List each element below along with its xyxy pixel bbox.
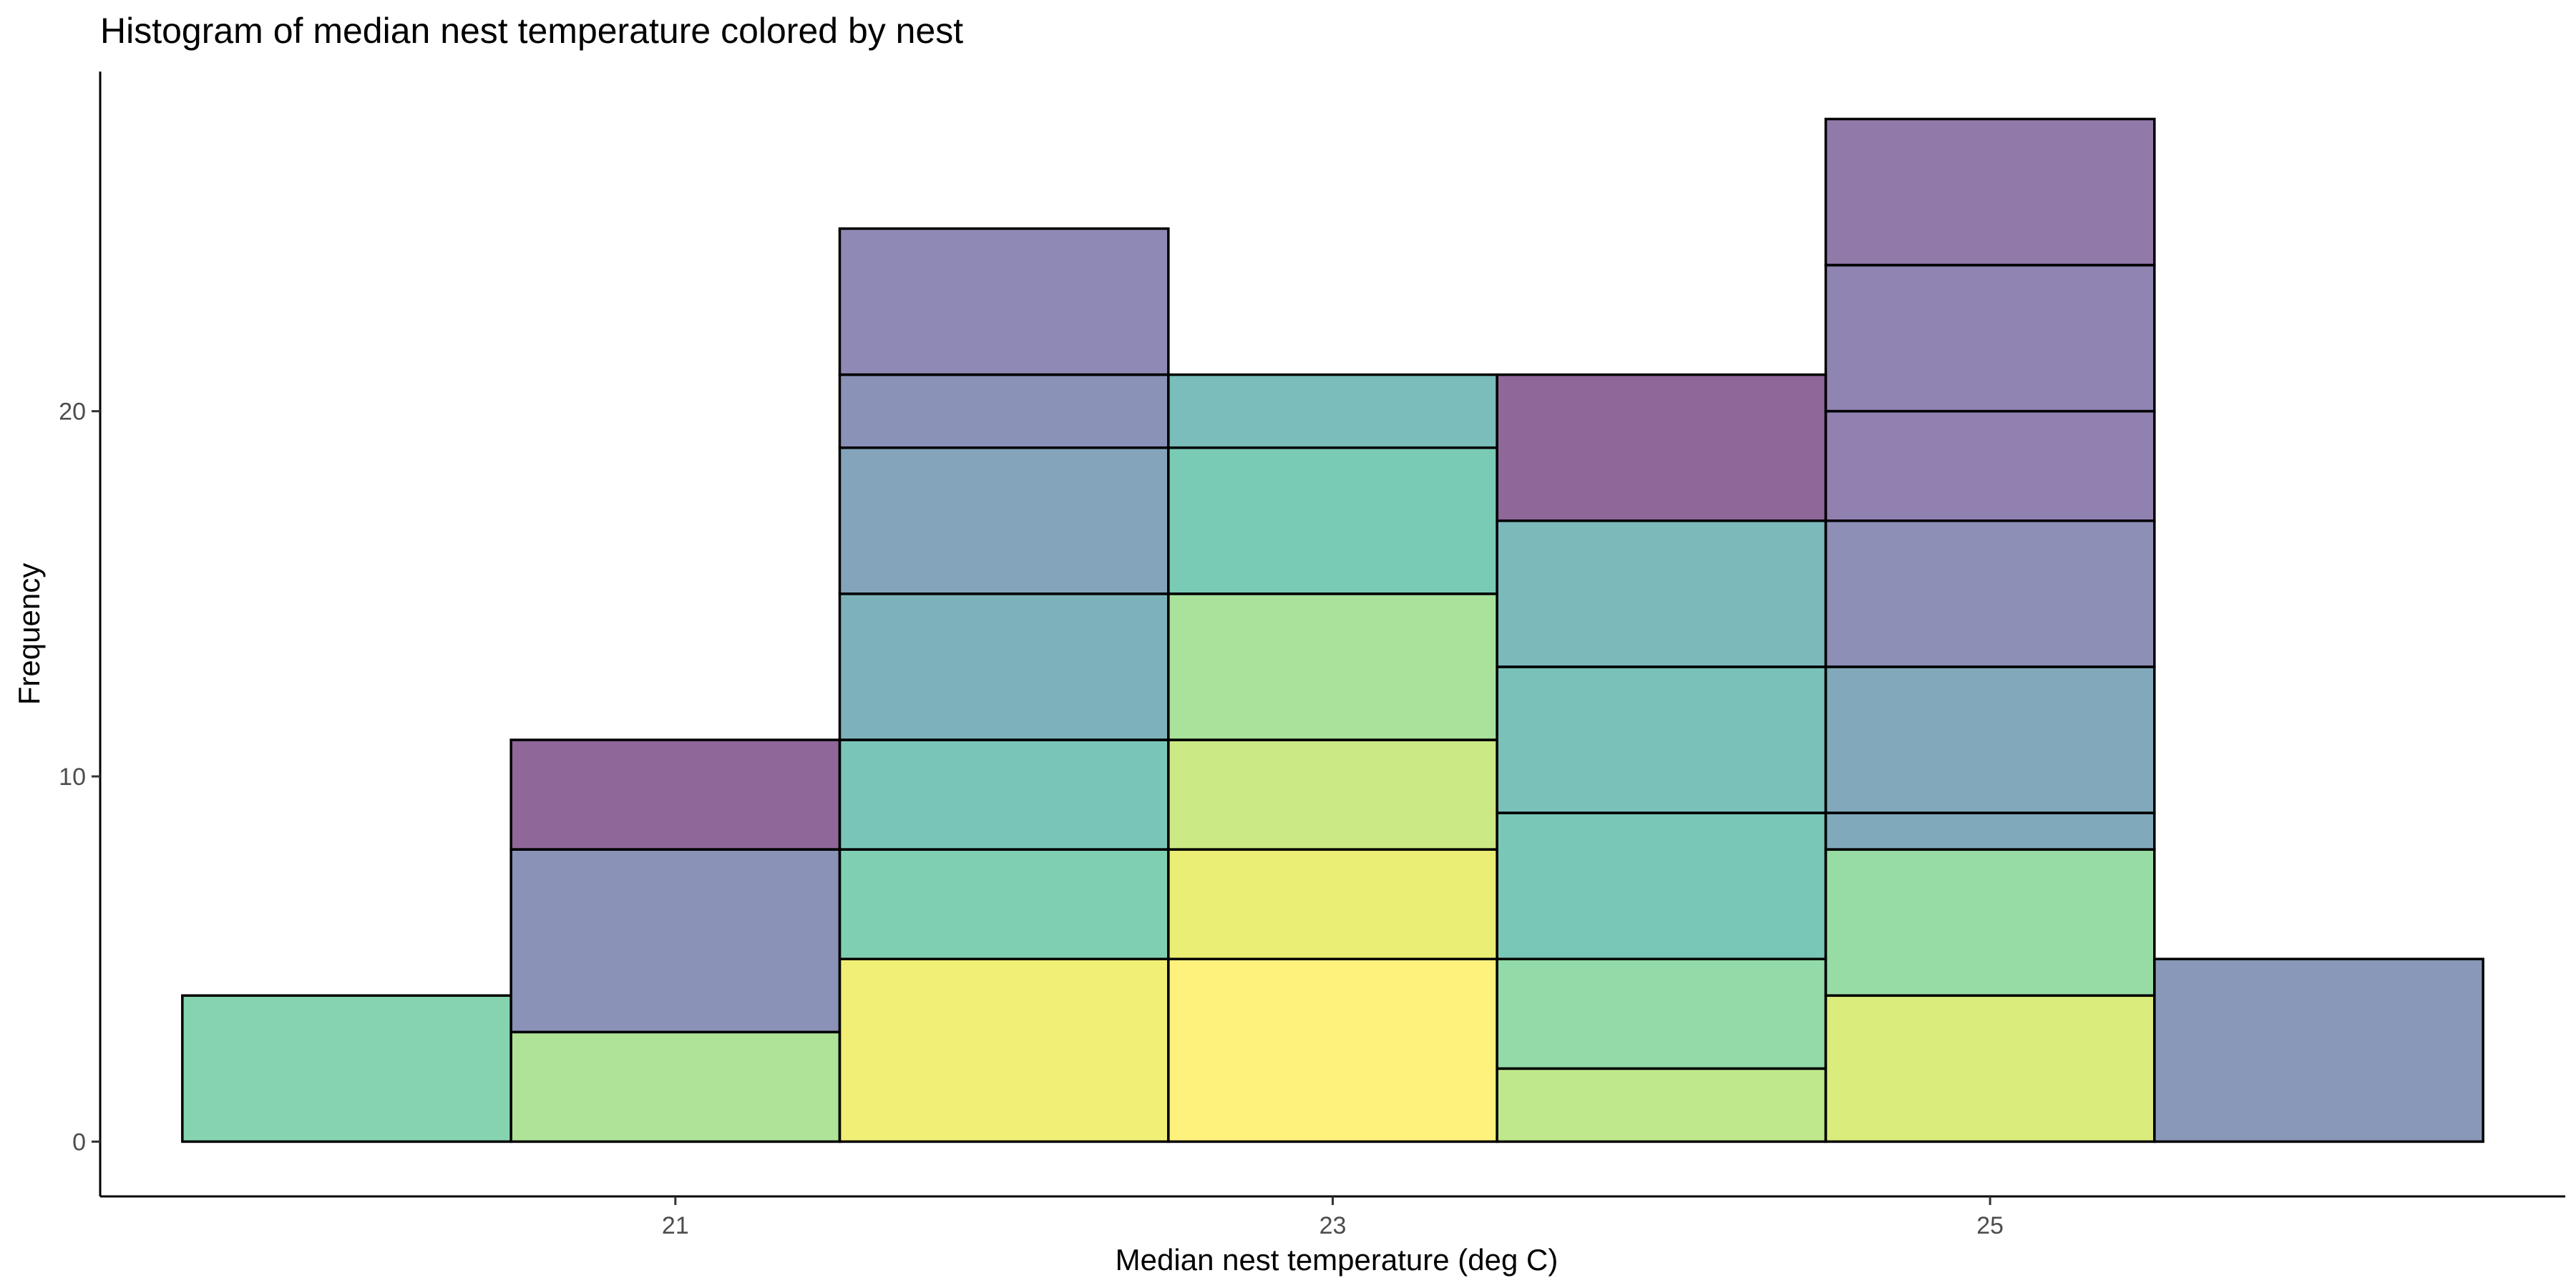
bar-segment-bin-5-seg-1 [1824,848,2156,997]
bar-segment-bin-4-seg-1 [1496,957,1828,1070]
bar-segment-bin-5-seg-5 [1824,409,2156,522]
y-ticks-group: 0 10 20 [59,399,100,1156]
bars-group [181,117,2484,1143]
y-tick-label-0: 0 [72,1128,86,1156]
bar-segment-bin-4-seg-3 [1496,665,1828,814]
bar-segment-bin-6-seg-0 [2153,957,2484,1143]
bar-segment-bin-4-seg-5 [1496,373,1828,522]
bar-segment-bin-3-seg-0 [1167,957,1498,1143]
y-tick-label-20: 20 [59,399,86,426]
bar-segment-bin-4-seg-2 [1496,811,1828,960]
bar-segment-bin-3-seg-2 [1167,738,1498,851]
y-axis-label: Frequency [12,563,46,705]
bar-segment-bin-1-seg-0 [509,1030,841,1143]
chart-title: Histogram of median nest temperature col… [100,11,963,51]
bar-segment-bin-0-seg-0 [181,994,512,1143]
x-tick-label-25: 25 [1976,1212,2004,1239]
bar-segment-bin-2-seg-1 [838,848,1170,960]
bar-segment-bin-5-seg-7 [1824,117,2156,267]
bar-segment-bin-2-seg-3 [838,592,1170,741]
bar-segment-bin-2-seg-2 [838,738,1170,851]
bar-segment-bin-5-seg-3 [1824,665,2156,814]
bar-segment-bin-4-seg-4 [1496,519,1828,668]
bar-segment-bin-1-seg-1 [509,848,841,1034]
bar-segment-bin-5-seg-2 [1824,811,2156,851]
bar-segment-bin-3-seg-3 [1167,592,1498,741]
x-ticks-group: 21 23 25 [662,1196,2004,1239]
bar-segment-bin-2-seg-0 [838,957,1170,1143]
bar-segment-bin-2-seg-4 [838,446,1170,595]
bar-segment-bin-2-seg-5 [838,373,1170,449]
x-tick-label-23: 23 [1319,1212,1347,1239]
bar-segment-bin-3-seg-1 [1167,848,1498,960]
bar-segment-bin-4-seg-0 [1496,1067,1828,1143]
x-axis-label: Median nest temperature (deg C) [1116,1243,1558,1277]
bar-segment-bin-1-seg-2 [509,738,841,851]
bar-segment-bin-2-seg-6 [838,227,1170,376]
bar-segment-bin-5-seg-4 [1824,519,2156,668]
y-tick-label-10: 10 [59,763,86,791]
bar-segment-bin-3-seg-5 [1167,373,1498,449]
bar-segment-bin-5-seg-6 [1824,263,2156,413]
x-tick-label-21: 21 [662,1212,689,1239]
bar-segment-bin-3-seg-4 [1167,446,1498,595]
bar-segment-bin-5-seg-0 [1824,994,2156,1143]
